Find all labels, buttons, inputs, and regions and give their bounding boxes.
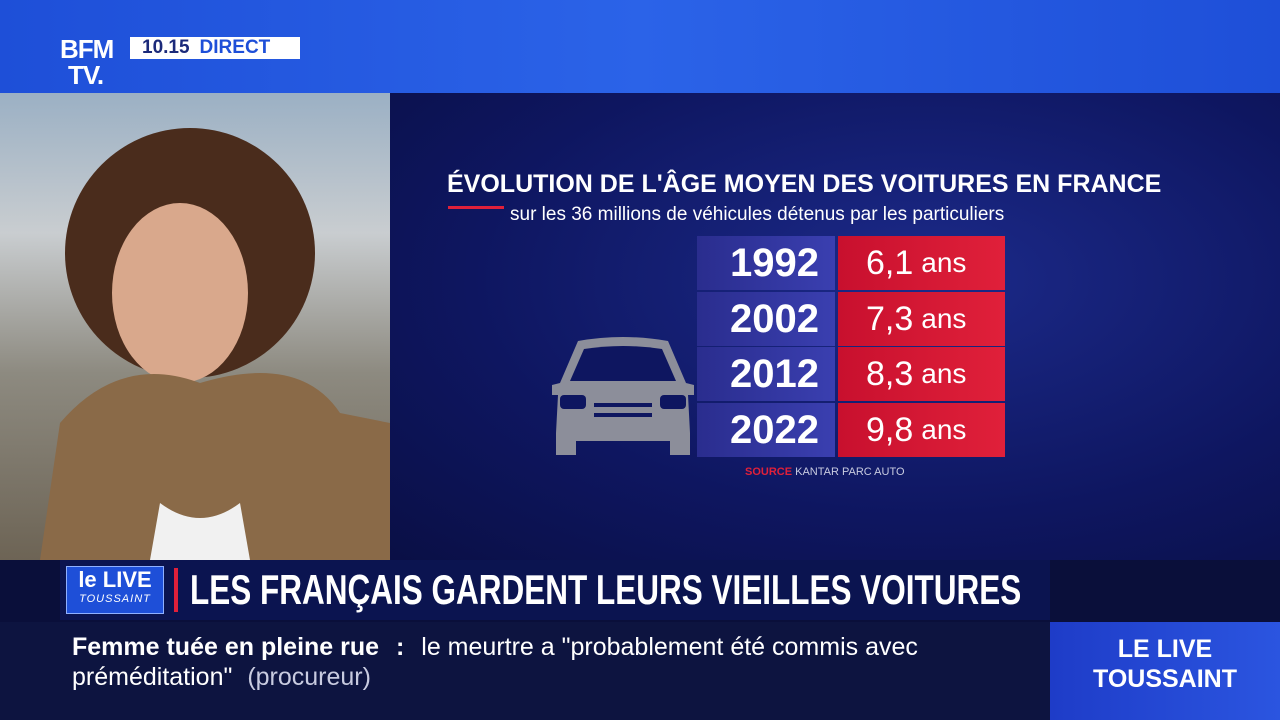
year-cell: 1992 [697, 236, 835, 290]
corner-line2: TOUSSAINT [1093, 665, 1237, 693]
badge-bottom: TOUSSAINT [79, 593, 151, 605]
ticker-topic: Femme tuée en pleine rue [72, 633, 380, 661]
ticker-text: Femme tuée en pleine rue : le meurtre a … [72, 632, 1012, 692]
value: 7,3 [866, 299, 914, 338]
unit: ans [921, 414, 967, 445]
value-cell: 7,3 ans [838, 292, 1005, 346]
graphic-subtitle: sur les 36 millions de véhicules détenus… [510, 204, 1005, 225]
year-cell: 2012 [697, 347, 835, 401]
source: SOURCE KANTAR PARC AUTO [745, 466, 905, 478]
year-cell: 2022 [697, 403, 835, 457]
value-cell: 8,3 ans [838, 347, 1005, 401]
ticker-attribution: (procureur) [247, 663, 371, 691]
graphic-title: ÉVOLUTION DE L'ÂGE MOYEN DES VOITURES EN… [447, 170, 1162, 198]
car-icon [552, 337, 694, 455]
title-accent [448, 206, 504, 209]
time: 10.15 [142, 37, 190, 58]
logo-top: BFM [60, 34, 114, 64]
studio-image [0, 93, 390, 560]
live-label: DIRECT [199, 37, 271, 58]
graphic-panel [390, 93, 1280, 560]
value: 9,8 [866, 410, 914, 449]
ticker: Femme tuée en pleine rue : le meurtre a … [0, 622, 1050, 720]
top-bar: BFM TV. 10.15 DIRECT [0, 0, 1280, 93]
live-badge: le LIVE TOUSSAINT [66, 566, 164, 614]
logo-bottom: TV. [68, 60, 104, 90]
year-cell: 2002 [697, 292, 835, 346]
banner-accent [174, 568, 178, 612]
logo: BFM TV. [60, 34, 114, 90]
headline: LES FRANÇAIS GARDENT LEURS VIEILLES VOIT… [190, 566, 1022, 613]
ticker-separator: : [396, 633, 405, 661]
source-text: KANTAR PARC AUTO [795, 466, 905, 478]
source-label: SOURCE [745, 466, 793, 478]
value: 6,1 [866, 243, 914, 282]
badge-top: le LIVE [78, 567, 152, 592]
value-cell: 6,1 ans [838, 236, 1005, 290]
value-cell: 9,8 ans [838, 403, 1005, 457]
unit: ans [921, 303, 967, 334]
unit: ans [921, 247, 967, 278]
clock: 10.15 DIRECT [130, 37, 300, 59]
corner-box: LE LIVE TOUSSAINT [1050, 622, 1280, 720]
unit: ans [921, 358, 967, 389]
corner-line1: LE LIVE [1117, 635, 1213, 663]
value: 8,3 [866, 354, 914, 393]
ticker-body: le meurtre a "probablement été commis av… [72, 633, 918, 691]
presenter [40, 128, 390, 560]
banner: le LIVE TOUSSAINT LES FRANÇAIS GARDENT L… [60, 560, 1050, 620]
